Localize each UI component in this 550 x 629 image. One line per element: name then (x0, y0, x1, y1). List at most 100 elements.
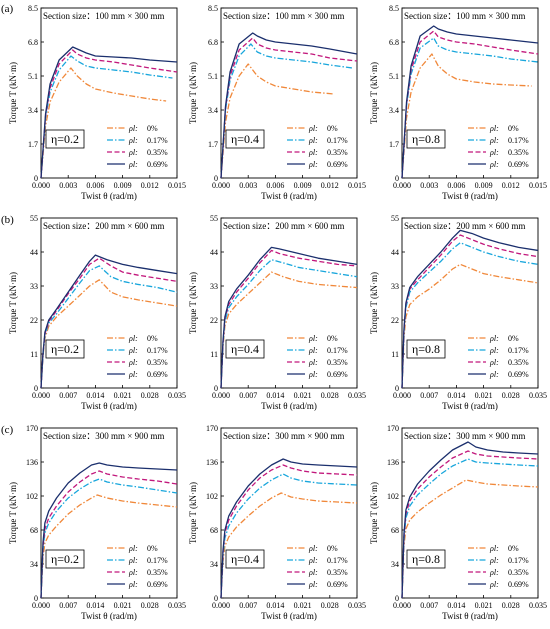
series-line (401, 242, 539, 389)
x-tick-label: 0.014 (86, 391, 104, 400)
y-tick-label: 6.8 (28, 38, 38, 47)
legend-symbol: ρl: (128, 334, 138, 343)
x-tick-label: 0.003 (420, 181, 438, 190)
series-line (220, 63, 335, 179)
x-tick-label: 0.000 (393, 181, 411, 190)
eta-box (225, 129, 265, 149)
x-tick-label: 0.000 (32, 601, 50, 610)
legend-value: 0.35% (327, 148, 348, 157)
series-line (40, 46, 178, 179)
legend-symbol: ρl: (128, 136, 138, 145)
y-tick-label: 33 (391, 282, 399, 291)
x-tick-label: 0.021 (114, 601, 132, 610)
y-tick-label: 6.8 (208, 38, 218, 47)
legend-value: 0.35% (147, 358, 168, 367)
legend-value: 0.17% (147, 346, 168, 355)
y-tick-label: 102 (387, 492, 399, 501)
legend-value: 0.69% (327, 580, 348, 589)
y-axis-label: Torque T (kN·m) (188, 272, 198, 334)
legend-value: 0.69% (147, 160, 168, 169)
y-tick-label: 1.7 (28, 140, 38, 149)
row-label: (b) (1, 214, 14, 226)
y-tick-label: 22 (30, 316, 38, 325)
x-tick-label: 0.014 (266, 601, 284, 610)
series-line (40, 67, 167, 179)
y-tick-label: 0 (34, 174, 38, 183)
series-line (220, 492, 358, 599)
y-tick-label: 136 (387, 458, 399, 467)
chart-title: Section size：300 mm × 900 mm (404, 431, 525, 441)
legend-symbol: ρl: (308, 136, 318, 145)
eta-box (45, 129, 85, 149)
y-axis-label: Torque T (kN·m) (369, 482, 379, 544)
x-axis-label: Twist θ (rad/m) (81, 611, 137, 621)
x-axis-label: Twist θ (rad/m) (81, 191, 137, 201)
chart-panel: 0.000 0.003 0.006 0.009 0.012 0.015 0 1.7 3.4 5.1… (369, 4, 547, 201)
legend-value: 0.69% (508, 370, 529, 379)
legend-symbol: ρl: (308, 334, 318, 343)
legend-symbol: ρl: (128, 580, 138, 589)
x-tick-label: 0.006 (266, 181, 284, 190)
plot-area (220, 427, 358, 599)
x-tick-label: 0.035 (348, 601, 366, 610)
series-line (40, 254, 178, 389)
y-tick-label: 44 (210, 248, 218, 257)
x-tick-label: 0.007 (239, 391, 257, 400)
legend-symbol: ρl: (308, 148, 318, 157)
y-tick-label: 11 (391, 350, 399, 359)
x-axis-label: Twist θ (rad/m) (81, 401, 137, 411)
eta-label: η=0.4 (231, 342, 259, 356)
series-line (401, 263, 539, 389)
eta-label: η=0.4 (231, 552, 259, 566)
y-tick-label: 3.4 (389, 106, 399, 115)
y-tick-label: 136 (26, 458, 38, 467)
legend-value: 0.17% (508, 136, 529, 145)
x-axis-label: Twist θ (rad/m) (442, 611, 498, 621)
x-tick-label: 0.021 (114, 391, 132, 400)
y-tick-label: 0 (395, 594, 399, 603)
legend-value: 0.17% (327, 136, 348, 145)
x-axis-label: Twist θ (rad/m) (261, 611, 317, 621)
x-tick-label: 0.009 (294, 181, 312, 190)
series-line (401, 458, 539, 599)
legend-symbol: ρl: (489, 148, 499, 157)
y-tick-label: 68 (210, 526, 218, 535)
y-axis-label: Torque T (kN·m) (8, 482, 18, 544)
series-line (40, 494, 178, 599)
x-tick-label: 0.007 (420, 391, 438, 400)
y-tick-label: 0 (214, 594, 218, 603)
x-tick-label: 0.000 (32, 181, 50, 190)
legend-symbol: ρl: (489, 556, 499, 565)
x-axis-label: Twist θ (rad/m) (261, 191, 317, 201)
plot-area (40, 7, 178, 179)
y-tick-label: 11 (30, 350, 38, 359)
legend-symbol: ρl: (128, 346, 138, 355)
legend-value: 0.69% (327, 370, 348, 379)
legend-value: 0.69% (147, 580, 168, 589)
x-tick-label: 0.021 (475, 391, 493, 400)
legend-symbol: ρl: (308, 346, 318, 355)
y-axis-label: Torque T (kN·m) (8, 272, 18, 334)
series-line (220, 464, 358, 599)
legend-symbol: ρl: (308, 556, 318, 565)
plot-area (401, 7, 539, 179)
y-tick-label: 33 (210, 282, 218, 291)
x-axis-label: Twist θ (rad/m) (442, 191, 498, 201)
legend-value: 0.69% (327, 160, 348, 169)
y-tick-label: 102 (26, 492, 38, 501)
x-tick-label: 0.014 (447, 601, 465, 610)
series-line (401, 37, 539, 179)
y-tick-label: 34 (210, 560, 218, 569)
y-tick-label: 1.7 (389, 140, 399, 149)
chart-title: Section size：200 mm × 600 mm (404, 221, 525, 231)
x-tick-label: 0.003 (59, 181, 77, 190)
legend-value: 0.17% (327, 556, 348, 565)
eta-label: η=0.8 (412, 132, 440, 146)
legend-symbol: ρl: (489, 346, 499, 355)
eta-label: η=0.4 (231, 132, 259, 146)
chart-title: Section size：300 mm × 900 mm (43, 431, 164, 441)
legend-symbol: ρl: (308, 580, 318, 589)
legend-symbol: ρl: (128, 544, 138, 553)
x-tick-label: 0.028 (141, 601, 159, 610)
